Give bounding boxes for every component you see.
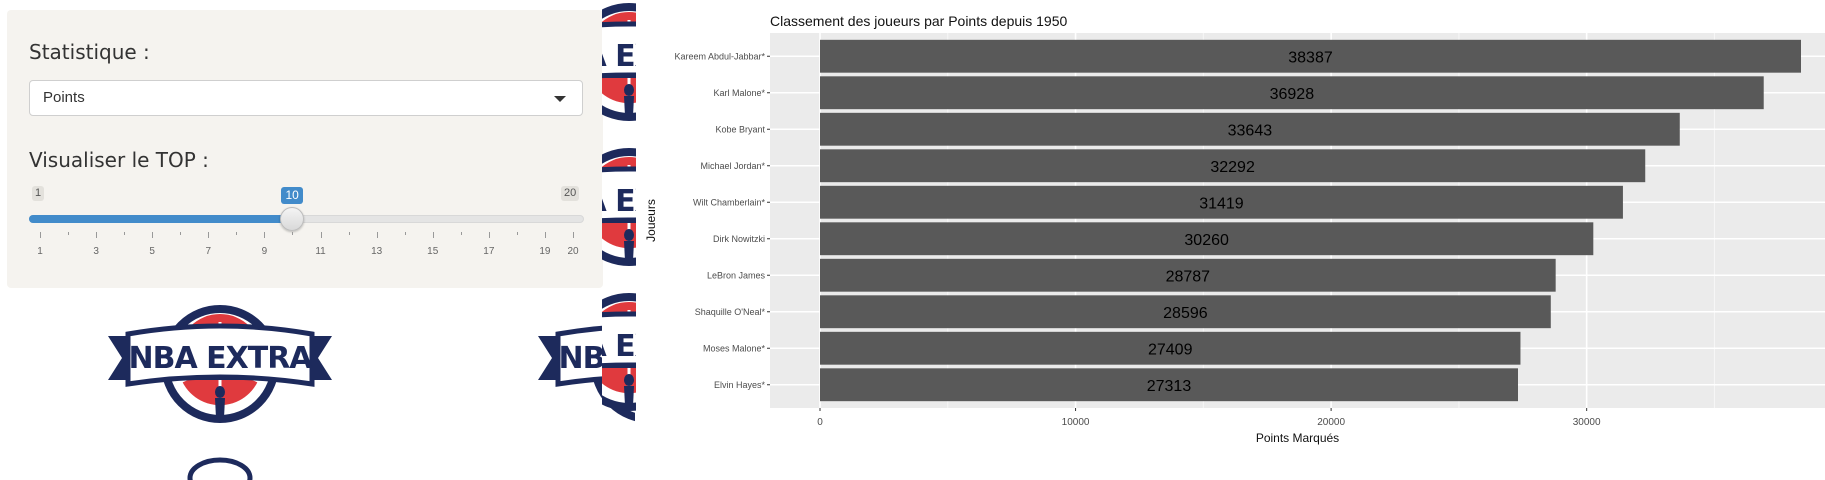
slider-tick-label: 20 xyxy=(567,246,579,257)
bar xyxy=(820,368,1518,402)
svg-text:NBA EXTRA: NBA EXTRA xyxy=(602,184,636,219)
bar xyxy=(820,185,1623,219)
slider-tick xyxy=(432,232,434,238)
slider-tick xyxy=(180,232,182,235)
chevron-down-icon xyxy=(554,96,566,102)
y-tick-label: Elvin Hayes* xyxy=(714,380,766,390)
slider-fill xyxy=(29,215,293,223)
slider-tick xyxy=(236,232,238,235)
bar-value-label: 38387 xyxy=(1288,49,1333,66)
top-label: Visualiser le TOP : xyxy=(29,148,209,172)
slider-tick-label: 9 xyxy=(261,246,268,257)
slider-min-badge: 1 xyxy=(32,186,45,201)
sidebar-panel: Statistique : Points Visualiser le TOP :… xyxy=(7,10,603,288)
slider-tick xyxy=(292,232,294,235)
slider-tick xyxy=(208,232,210,238)
x-tick-label: 20000 xyxy=(1317,417,1345,428)
slider-tick-label: 19 xyxy=(539,246,551,257)
slider-tick xyxy=(516,232,518,235)
nba-extra-logo-partial xyxy=(187,457,253,480)
bar xyxy=(820,331,1521,365)
slider-tick xyxy=(348,232,350,235)
bar-value-label: 27313 xyxy=(1147,378,1192,395)
bar-chart: Classement des joueurs par Points depuis… xyxy=(644,13,1825,445)
bar xyxy=(820,149,1646,183)
slider-tick xyxy=(376,232,378,238)
slider-tick xyxy=(488,232,490,238)
bar-value-label: 33643 xyxy=(1228,122,1273,139)
slider-max-badge: 20 xyxy=(561,186,580,201)
bar-value-label: 28787 xyxy=(1166,268,1211,285)
y-tick-label: Kobe Bryant xyxy=(715,124,765,134)
slider-tick xyxy=(320,232,322,238)
bar xyxy=(820,76,1764,110)
slider-tick-label: 13 xyxy=(371,246,383,257)
slider-tick xyxy=(152,232,154,238)
slider-tick-label: 17 xyxy=(483,246,495,257)
svg-text:NBA EXTRA: NBA EXTRA xyxy=(602,329,636,364)
x-tick-label: 0 xyxy=(817,417,823,428)
y-axis-label: Joueurs xyxy=(644,199,658,242)
bar-value-label: 27409 xyxy=(1148,341,1193,358)
slider-tick-label: 3 xyxy=(93,246,99,257)
x-tick-label: 10000 xyxy=(1062,417,1090,428)
y-tick-label: Michael Jordan* xyxy=(700,161,765,171)
chart-container: Classement des joueurs par Points depuis… xyxy=(640,0,1825,450)
slider-tick-label: 11 xyxy=(315,246,326,257)
slider-tick xyxy=(124,232,126,235)
slider-tick xyxy=(264,232,266,238)
stat-label: Statistique : xyxy=(29,40,150,64)
x-axis-label: Points Marqués xyxy=(1256,431,1339,445)
y-tick-label: Shaquille O'Neal* xyxy=(695,307,766,317)
chart-title: Classement des joueurs par Points depuis… xyxy=(770,13,1068,29)
slider-tick xyxy=(573,232,574,238)
y-tick-label: Dirk Nowitzki xyxy=(713,234,765,244)
slider-tick-label: 1 xyxy=(37,246,43,257)
bar xyxy=(820,39,1801,73)
nba-extra-logo: NBA EXTRA xyxy=(108,305,332,423)
svg-text:NBA EXTRA: NBA EXTRA xyxy=(602,39,636,74)
svg-text:NBA EXTRA: NBA EXTRA xyxy=(128,341,313,376)
y-tick-label: LeBron James xyxy=(707,270,766,280)
stat-select[interactable]: Points xyxy=(29,80,583,116)
slider-tick-label: 15 xyxy=(427,246,439,257)
y-tick-label: Kareem Abdul-Jabbar* xyxy=(674,51,765,61)
slider-tick xyxy=(68,232,70,235)
bar-value-label: 36928 xyxy=(1270,86,1315,103)
slider-tick xyxy=(460,232,462,235)
slider-value-badge: 10 xyxy=(281,187,303,204)
slider-tick xyxy=(96,232,98,238)
slider-tick xyxy=(40,232,41,238)
stat-select-value: Points xyxy=(43,89,85,106)
y-tick-label: Karl Malone* xyxy=(713,88,765,98)
x-tick-label: 30000 xyxy=(1573,417,1601,428)
slider-tick xyxy=(404,232,406,235)
slider-tick-label: 5 xyxy=(149,246,155,257)
y-tick-label: Moses Malone* xyxy=(703,343,766,353)
y-tick-label: Wilt Chamberlain* xyxy=(693,197,766,207)
bar-value-label: 28596 xyxy=(1163,305,1208,322)
slider-tick xyxy=(544,232,546,238)
bar-value-label: 32292 xyxy=(1210,159,1255,176)
slider-handle[interactable] xyxy=(280,207,305,231)
bar xyxy=(820,222,1594,256)
bar xyxy=(820,258,1556,292)
slider-tick-label: 7 xyxy=(205,246,212,257)
bar xyxy=(820,112,1680,146)
bar-value-label: 31419 xyxy=(1199,195,1244,212)
bar xyxy=(820,295,1551,329)
logo-strip: NBA EXTRA NBA EXTRA NBA EXTRA xyxy=(602,0,636,450)
bar-value-label: 30260 xyxy=(1184,232,1229,249)
